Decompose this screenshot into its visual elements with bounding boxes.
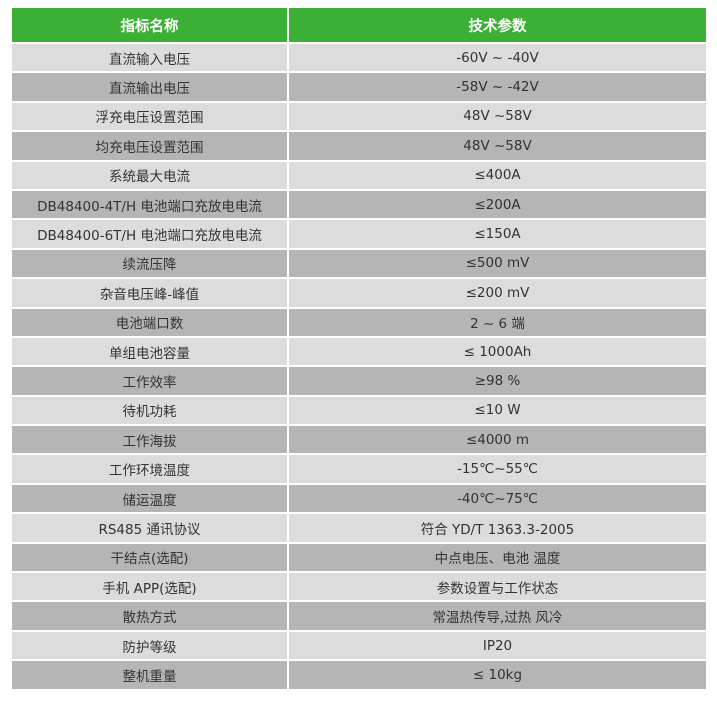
spec-value-cell: ≥98 % xyxy=(287,365,708,397)
table-row: DB48400-4T/H 电池端口充放电电流 ≤200A xyxy=(10,188,708,221)
header-technical-params: 技术参数 xyxy=(287,6,708,44)
spec-value-cell: 48V ~58V xyxy=(287,130,708,162)
spec-name-cell: 单组电池容量 xyxy=(10,335,289,368)
table-row: 续流压降 ≤500 mV xyxy=(10,247,708,280)
spec-value-cell: ≤200 mV xyxy=(287,277,708,309)
table-row: 待机功耗 ≤10 W xyxy=(10,394,708,427)
table-row: 工作海拔 ≤4000 m xyxy=(10,424,708,456)
table-row: 电池端口数 2 ~ 6 端 xyxy=(10,306,708,338)
spec-name-cell: 手机 APP(选配) xyxy=(10,571,289,603)
table-row: 干结点(选配) 中点电压、电池 温度 xyxy=(10,541,708,574)
spec-value-cell: 参数设置与工作状态 xyxy=(287,571,708,603)
spec-name-cell: 直流输入电压 xyxy=(10,41,289,74)
table-row: 均充电压设置范围 48V ~58V xyxy=(10,130,708,162)
spec-name-cell: 待机功耗 xyxy=(10,394,289,427)
spec-value-cell: ≤400A xyxy=(287,159,708,191)
spec-value-cell: 48V ~58V xyxy=(287,100,708,133)
spec-name-cell: 工作海拔 xyxy=(10,424,289,456)
spec-name-cell: 干结点(选配) xyxy=(10,541,289,574)
table-row: 整机重量 ≤ 10kg xyxy=(10,659,708,691)
spec-value-cell: ≤500 mV xyxy=(287,247,708,280)
spec-value-cell: -60V ~ -40V xyxy=(287,41,708,74)
spec-value-cell: 2 ~ 6 端 xyxy=(287,306,708,338)
table-row: 浮充电压设置范围 48V ~58V xyxy=(10,100,708,133)
spec-value-cell: ≤ 10kg xyxy=(287,659,708,691)
table-row: 手机 APP(选配) 参数设置与工作状态 xyxy=(10,571,708,603)
table-row: 杂音电压峰-峰值 ≤200 mV xyxy=(10,277,708,309)
spec-value-cell: -58V ~ -42V xyxy=(287,71,708,103)
spec-value-cell: 常温热传导,过热 风冷 xyxy=(287,600,708,632)
spec-name-cell: RS485 通讯协议 xyxy=(10,512,289,544)
spec-value-cell: -15℃~55℃ xyxy=(287,453,708,485)
spec-name-cell: DB48400-6T/H 电池端口充放电电流 xyxy=(10,218,289,250)
spec-name-cell: 续流压降 xyxy=(10,247,289,280)
spec-name-cell: 防护等级 xyxy=(10,629,289,662)
spec-name-cell: 整机重量 xyxy=(10,659,289,691)
spec-name-cell: 电池端口数 xyxy=(10,306,289,338)
table-row: 单组电池容量 ≤ 1000Ah xyxy=(10,335,708,368)
table-row: 直流输入电压 -60V ~ -40V xyxy=(10,41,708,74)
spec-value-cell: -40℃~75℃ xyxy=(287,482,708,515)
spec-name-cell: 工作效率 xyxy=(10,365,289,397)
spec-table: 指标名称 技术参数 直流输入电压 -60V ~ -40V 直流输出电压 -58V ~ … xyxy=(10,6,708,691)
spec-name-cell: DB48400-4T/H 电池端口充放电电流 xyxy=(10,188,289,221)
spec-value-cell: ≤4000 m xyxy=(287,424,708,456)
table-row: DB48400-6T/H 电池端口充放电电流 ≤150A xyxy=(10,218,708,250)
header-indicator-name: 指标名称 xyxy=(10,6,289,44)
spec-name-cell: 储运温度 xyxy=(10,482,289,515)
spec-name-cell: 均充电压设置范围 xyxy=(10,130,289,162)
spec-name-cell: 杂音电压峰-峰值 xyxy=(10,277,289,309)
table-row: 散热方式 常温热传导,过热 风冷 xyxy=(10,600,708,632)
table-row: 直流输出电压 -58V ~ -42V xyxy=(10,71,708,103)
spec-name-cell: 直流输出电压 xyxy=(10,71,289,103)
spec-name-cell: 系统最大电流 xyxy=(10,159,289,191)
table-row: 防护等级 IP20 xyxy=(10,629,708,662)
table-row: 储运温度 -40℃~75℃ xyxy=(10,482,708,515)
spec-value-cell: 符合 YD/T 1363.3-2005 xyxy=(287,512,708,544)
spec-value-cell: ≤200A xyxy=(287,188,708,221)
spec-value-cell: ≤10 W xyxy=(287,394,708,427)
spec-name-cell: 浮充电压设置范围 xyxy=(10,100,289,133)
table-row: 工作效率 ≥98 % xyxy=(10,365,708,397)
table-row: RS485 通讯协议 符合 YD/T 1363.3-2005 xyxy=(10,512,708,544)
spec-value-cell: IP20 xyxy=(287,629,708,662)
spec-value-cell: ≤150A xyxy=(287,218,708,250)
spec-name-cell: 散热方式 xyxy=(10,600,289,632)
spec-name-cell: 工作环境温度 xyxy=(10,453,289,485)
table-row: 系统最大电流 ≤400A xyxy=(10,159,708,191)
table-header-row: 指标名称 技术参数 xyxy=(10,6,708,44)
table-row: 工作环境温度 -15℃~55℃ xyxy=(10,453,708,485)
spec-value-cell: ≤ 1000Ah xyxy=(287,335,708,368)
spec-value-cell: 中点电压、电池 温度 xyxy=(287,541,708,574)
